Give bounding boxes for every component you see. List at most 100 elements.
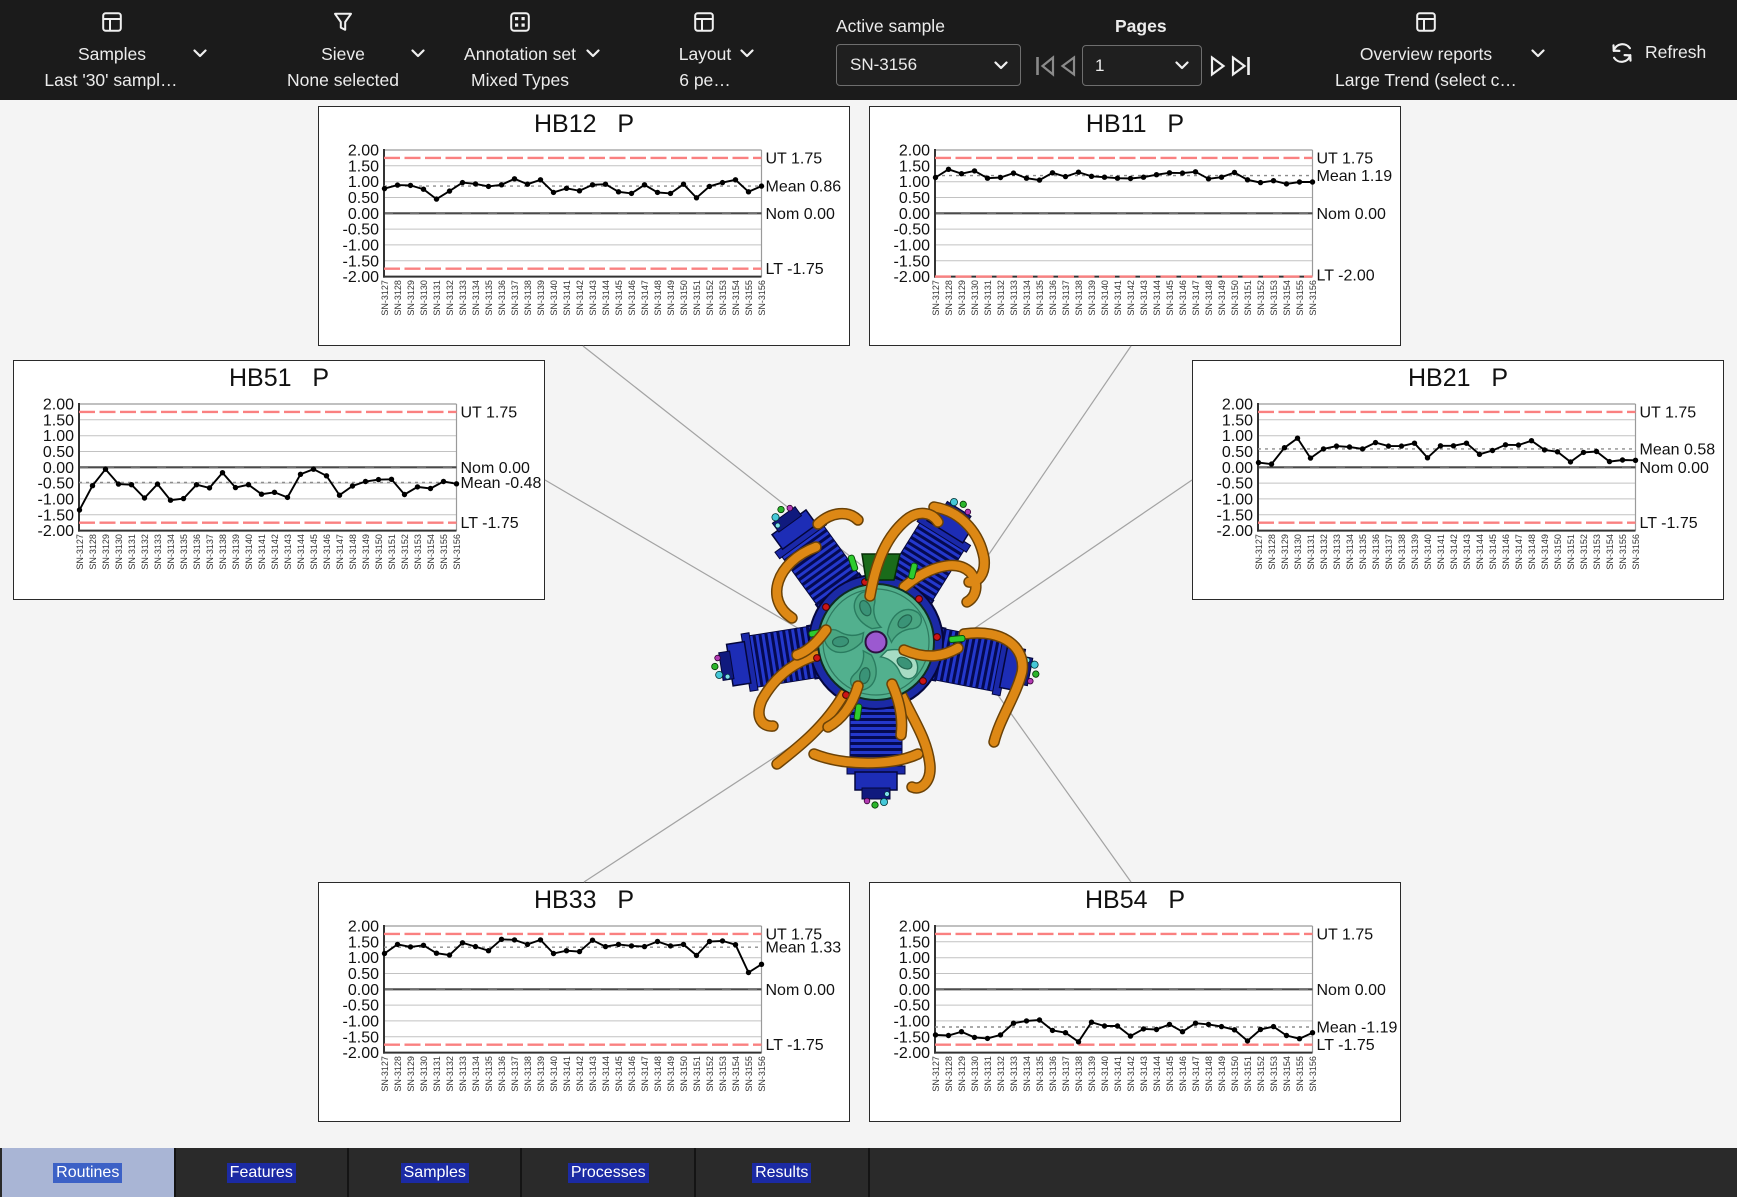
svg-text:HB11 P: HB11 P xyxy=(1086,110,1184,138)
svg-text:0.00: 0.00 xyxy=(899,982,930,999)
svg-text:SN-3144: SN-3144 xyxy=(601,280,611,316)
svg-text:0.50: 0.50 xyxy=(348,190,379,207)
svg-text:Mean -0.48: Mean -0.48 xyxy=(461,475,542,492)
svg-text:SN-3130: SN-3130 xyxy=(970,280,980,316)
svg-text:SN-3142: SN-3142 xyxy=(1449,534,1459,570)
svg-text:1.00: 1.00 xyxy=(899,950,930,967)
svg-text:SN-3136: SN-3136 xyxy=(192,534,202,570)
svg-text:0.50: 0.50 xyxy=(348,966,379,983)
svg-text:SN-3154: SN-3154 xyxy=(1605,534,1615,570)
svg-text:SN-3153: SN-3153 xyxy=(1269,280,1279,316)
svg-text:SN-3148: SN-3148 xyxy=(653,1056,663,1092)
svg-text:SN-3128: SN-3128 xyxy=(88,534,98,570)
svg-text:SN-3151: SN-3151 xyxy=(1243,1056,1253,1092)
svg-text:1.50: 1.50 xyxy=(1222,412,1253,429)
svg-text:SN-3153: SN-3153 xyxy=(718,280,728,316)
svg-text:SN-3127: SN-3127 xyxy=(75,534,85,570)
svg-text:SN-3145: SN-3145 xyxy=(1165,280,1175,316)
svg-text:0.00: 0.00 xyxy=(348,982,379,999)
svg-text:SN-3156: SN-3156 xyxy=(452,534,462,570)
svg-text:1.00: 1.00 xyxy=(348,174,379,191)
svg-text:Nom 0.00: Nom 0.00 xyxy=(1640,460,1709,477)
svg-text:-1.00: -1.00 xyxy=(343,237,380,254)
svg-text:2.00: 2.00 xyxy=(1222,397,1253,414)
svg-text:SN-3137: SN-3137 xyxy=(510,280,520,316)
svg-text:SN-3147: SN-3147 xyxy=(335,534,345,570)
svg-text:-1.50: -1.50 xyxy=(343,1029,380,1046)
svg-text:SN-3155: SN-3155 xyxy=(1295,280,1305,316)
svg-text:Nom 0.00: Nom 0.00 xyxy=(1317,206,1386,223)
svg-text:SN-3146: SN-3146 xyxy=(1501,534,1511,570)
svg-text:SN-3129: SN-3129 xyxy=(957,280,967,316)
svg-text:SN-3141: SN-3141 xyxy=(257,534,267,570)
svg-text:SN-3131: SN-3131 xyxy=(1306,534,1316,570)
svg-text:Mean -1.19: Mean -1.19 xyxy=(1317,1020,1398,1037)
svg-text:UT 1.75: UT 1.75 xyxy=(766,150,823,167)
svg-text:SN-3155: SN-3155 xyxy=(744,280,754,316)
svg-text:-1.50: -1.50 xyxy=(343,253,380,270)
svg-text:SN-3129: SN-3129 xyxy=(406,1056,416,1092)
svg-text:SN-3153: SN-3153 xyxy=(1269,1056,1279,1092)
svg-text:SN-3132: SN-3132 xyxy=(140,534,150,570)
svg-text:SN-3129: SN-3129 xyxy=(406,280,416,316)
svg-text:SN-3134: SN-3134 xyxy=(1345,534,1355,570)
svg-text:SN-3152: SN-3152 xyxy=(705,280,715,316)
svg-text:0.00: 0.00 xyxy=(899,206,930,223)
svg-text:SN-3139: SN-3139 xyxy=(1087,1056,1097,1092)
svg-text:SN-3148: SN-3148 xyxy=(348,534,358,570)
svg-text:SN-3151: SN-3151 xyxy=(692,1056,702,1092)
svg-text:0.50: 0.50 xyxy=(899,190,930,207)
svg-text:SN-3149: SN-3149 xyxy=(666,1056,676,1092)
svg-text:1.00: 1.00 xyxy=(43,428,74,445)
svg-text:SN-3141: SN-3141 xyxy=(562,280,572,316)
svg-text:SN-3133: SN-3133 xyxy=(1009,280,1019,316)
svg-text:SN-3140: SN-3140 xyxy=(1100,1056,1110,1092)
svg-text:SN-3154: SN-3154 xyxy=(426,534,436,570)
svg-text:SN-3138: SN-3138 xyxy=(218,534,228,570)
svg-text:SN-3138: SN-3138 xyxy=(1074,1056,1084,1092)
svg-text:SN-3132: SN-3132 xyxy=(996,280,1006,316)
svg-text:SN-3149: SN-3149 xyxy=(1540,534,1550,570)
svg-text:1.50: 1.50 xyxy=(348,934,379,951)
svg-text:SN-3154: SN-3154 xyxy=(731,280,741,316)
svg-text:SN-3130: SN-3130 xyxy=(419,280,429,316)
svg-text:0.50: 0.50 xyxy=(43,444,74,461)
svg-text:SN-3135: SN-3135 xyxy=(1035,1056,1045,1092)
svg-text:SN-3139: SN-3139 xyxy=(1410,534,1420,570)
svg-text:SN-3146: SN-3146 xyxy=(1178,280,1188,316)
svg-text:2.00: 2.00 xyxy=(899,143,930,160)
svg-text:SN-3146: SN-3146 xyxy=(627,280,637,316)
svg-text:SN-3156: SN-3156 xyxy=(757,1056,767,1092)
svg-text:SN-3155: SN-3155 xyxy=(439,534,449,570)
svg-text:SN-3148: SN-3148 xyxy=(653,280,663,316)
svg-text:SN-3156: SN-3156 xyxy=(1631,534,1641,570)
svg-text:0.50: 0.50 xyxy=(1222,444,1253,461)
svg-text:SN-3154: SN-3154 xyxy=(731,1056,741,1092)
svg-text:SN-3130: SN-3130 xyxy=(970,1056,980,1092)
svg-text:SN-3144: SN-3144 xyxy=(1152,1056,1162,1092)
svg-text:SN-3135: SN-3135 xyxy=(484,1056,494,1092)
svg-text:SN-3148: SN-3148 xyxy=(1204,1056,1214,1092)
svg-text:SN-3156: SN-3156 xyxy=(1308,1056,1318,1092)
svg-text:SN-3149: SN-3149 xyxy=(361,534,371,570)
svg-text:SN-3152: SN-3152 xyxy=(705,1056,715,1092)
svg-text:SN-3131: SN-3131 xyxy=(432,280,442,316)
svg-text:-0.50: -0.50 xyxy=(1217,476,1254,493)
svg-text:-2.00: -2.00 xyxy=(894,269,931,286)
svg-text:HB33 P: HB33 P xyxy=(534,886,634,914)
svg-text:SN-3143: SN-3143 xyxy=(1139,280,1149,316)
svg-text:SN-3127: SN-3127 xyxy=(380,1056,390,1092)
svg-text:SN-3136: SN-3136 xyxy=(1048,1056,1058,1092)
svg-text:LT -1.75: LT -1.75 xyxy=(1317,1037,1375,1054)
svg-text:SN-3136: SN-3136 xyxy=(1371,534,1381,570)
svg-text:1.50: 1.50 xyxy=(899,934,930,951)
svg-text:SN-3155: SN-3155 xyxy=(744,1056,754,1092)
svg-text:SN-3133: SN-3133 xyxy=(1009,1056,1019,1092)
svg-text:SN-3152: SN-3152 xyxy=(1256,280,1266,316)
svg-text:LT -1.75: LT -1.75 xyxy=(1640,515,1698,532)
svg-text:SN-3127: SN-3127 xyxy=(931,1056,941,1092)
svg-text:SN-3138: SN-3138 xyxy=(1397,534,1407,570)
svg-text:SN-3128: SN-3128 xyxy=(1267,534,1277,570)
svg-text:SN-3139: SN-3139 xyxy=(231,534,241,570)
svg-text:SN-3141: SN-3141 xyxy=(1436,534,1446,570)
